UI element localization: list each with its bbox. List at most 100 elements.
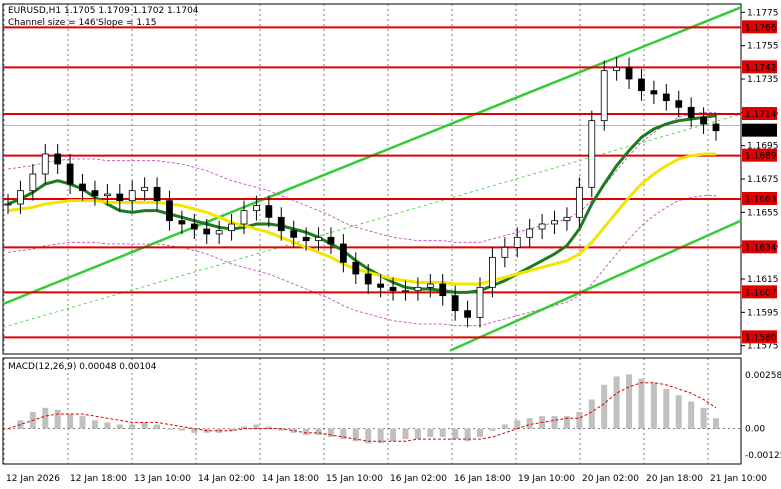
candle-body xyxy=(600,70,608,122)
macd-bar xyxy=(576,411,583,429)
candle-body xyxy=(538,223,546,230)
macd-bar xyxy=(414,428,421,440)
current-price-bg xyxy=(742,123,777,137)
y-tick-label: 1.1595 xyxy=(747,308,779,318)
level-label-bg xyxy=(742,148,777,162)
macd-bar xyxy=(638,378,645,429)
macd-bar xyxy=(42,407,49,429)
macd-signal-line xyxy=(7,382,717,442)
x-tick-label: 16 Jan 18:00 xyxy=(454,474,511,484)
candle-body xyxy=(451,295,459,312)
macd-bar xyxy=(501,424,508,429)
macd-bar xyxy=(154,424,161,429)
macd-bar xyxy=(79,416,86,429)
macd-bar xyxy=(489,428,496,431)
candle-body xyxy=(625,66,633,80)
current-price-label: 1.1704 xyxy=(745,127,777,137)
candle-body xyxy=(551,220,558,225)
level-label-bg xyxy=(742,20,777,34)
macd-bar xyxy=(327,428,334,438)
x-tick-label: 12 Jan 18:00 xyxy=(70,474,127,484)
candle-body xyxy=(203,228,211,235)
macd-bar xyxy=(477,428,483,438)
candle-body xyxy=(215,230,223,235)
level-label-bg xyxy=(742,330,777,344)
level-label: 1.1766 xyxy=(745,23,777,33)
macd-indicator xyxy=(5,374,719,444)
macd-bar xyxy=(390,428,397,442)
candle-body xyxy=(426,283,434,288)
x-tick-label: 15 Jan 10:00 xyxy=(326,474,383,484)
candle-body xyxy=(302,236,310,242)
macd-bar xyxy=(265,426,272,429)
candle-body xyxy=(178,220,186,225)
macd-bar xyxy=(104,422,111,429)
macd-bar xyxy=(526,418,533,429)
macd-bar xyxy=(340,428,347,440)
macd-bar xyxy=(17,420,24,429)
y-tick-label: 1.1575 xyxy=(747,342,779,352)
macd-bar xyxy=(439,428,446,438)
candle-body xyxy=(240,210,248,225)
candle-body xyxy=(54,153,62,165)
candle-body xyxy=(190,223,198,230)
macd-bar xyxy=(166,428,173,430)
macd-tick-label: 0.00 xyxy=(745,425,765,435)
candle-body xyxy=(327,236,335,245)
candle-body xyxy=(91,190,99,197)
channel-info: Channel size = 146'Slope = 1.15 xyxy=(8,18,156,28)
macd-bar xyxy=(91,420,98,429)
level-label: 1.1580 xyxy=(745,333,777,343)
level-label: 1.1714 xyxy=(745,110,777,120)
candle-body xyxy=(265,205,273,218)
x-tick-label: 14 Jan 02:00 xyxy=(198,474,255,484)
macd-bar xyxy=(514,420,521,429)
candle-body xyxy=(563,216,571,222)
y-tick-label: 1.1675 xyxy=(747,175,779,185)
chart-symbol-line: EURUSD,H1 1.1705 1.1709 1.1702 1.1704 xyxy=(8,6,199,16)
macd-bar xyxy=(241,426,247,429)
candle-body xyxy=(141,186,149,192)
candle-body xyxy=(501,246,509,258)
candle-body xyxy=(575,186,583,218)
macd-bar xyxy=(427,428,434,438)
macd-bar xyxy=(464,428,471,442)
candle-body xyxy=(489,256,496,288)
candle-body xyxy=(290,230,298,238)
y-tick-label: 1.1755 xyxy=(747,42,779,52)
level-label: 1.1663 xyxy=(745,195,777,205)
macd-bar xyxy=(178,428,185,431)
macd-bar xyxy=(663,388,670,429)
macd-tick-label: -0.00125 xyxy=(745,451,781,461)
price-panel xyxy=(2,3,742,355)
y-tick-label: 1.1655 xyxy=(747,208,779,218)
macd-bar xyxy=(452,428,459,440)
macd-axis: 0.00258 0.00 -0.00125 xyxy=(745,371,781,461)
candle-body xyxy=(364,273,372,285)
macd-bar xyxy=(303,428,310,435)
level-label: 1.1689 xyxy=(745,152,777,162)
candle-body xyxy=(4,203,12,206)
channel-line xyxy=(449,219,742,352)
y-tick-label: 1.1735 xyxy=(747,75,779,85)
candle-body xyxy=(650,90,658,95)
level-label-bg xyxy=(742,60,777,74)
level-label: 1.1607 xyxy=(745,288,777,298)
candle-body xyxy=(712,123,720,132)
candle-body xyxy=(613,66,621,72)
macd-bar xyxy=(216,428,223,433)
macd-bar xyxy=(650,382,657,429)
candle-body xyxy=(228,223,235,232)
candle-body xyxy=(315,236,322,242)
macd-bar xyxy=(613,376,620,429)
x-tick-label: 16 Jan 02:00 xyxy=(390,474,447,484)
candle-body xyxy=(79,183,86,192)
candle-body xyxy=(339,243,347,263)
macd-bar xyxy=(141,422,148,429)
macd-bar xyxy=(278,428,285,431)
candle-body xyxy=(675,100,683,108)
band-line xyxy=(7,195,716,327)
macd-bar xyxy=(626,374,633,429)
candle-body xyxy=(166,200,173,222)
candle-body xyxy=(116,193,124,202)
